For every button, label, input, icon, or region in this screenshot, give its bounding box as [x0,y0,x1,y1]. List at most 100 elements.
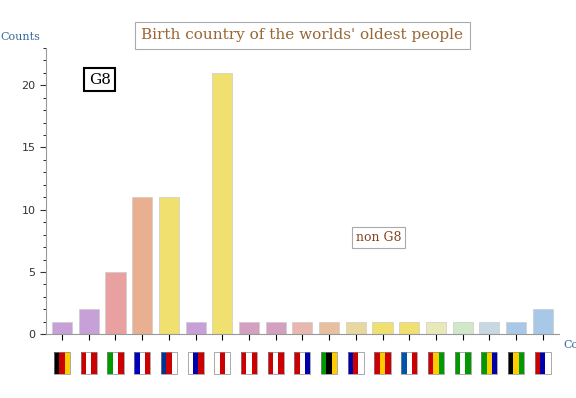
Bar [54,352,70,374]
Bar [161,352,177,374]
Bar [373,322,392,334]
Bar [105,272,126,334]
Bar [108,352,123,374]
Bar [185,322,206,334]
Title: Birth country of the worlds' oldest people: Birth country of the worlds' oldest peop… [141,28,464,43]
Bar [433,352,438,374]
Bar [188,352,193,374]
Bar [540,352,545,374]
Bar [385,352,391,374]
Bar [118,352,123,374]
Bar [508,352,524,374]
Text: Country: Country [564,340,576,350]
Bar [54,352,59,374]
Bar [92,352,97,374]
Bar [348,352,364,374]
Bar [278,352,284,374]
Bar [252,352,257,374]
Bar [134,352,150,374]
Bar [482,352,497,374]
Bar [193,352,198,374]
Bar [172,352,177,374]
Bar [407,352,412,374]
Bar [380,352,385,374]
Bar [346,322,366,334]
Bar [65,352,70,374]
Bar [454,352,471,374]
Bar [374,352,391,374]
Bar [332,352,337,374]
Bar [145,352,150,374]
Bar [454,352,460,374]
Bar [198,352,203,374]
Text: Counts: Counts [0,32,40,42]
Bar [247,352,252,374]
Text: G8: G8 [89,73,111,87]
Bar [465,352,471,374]
Bar [305,352,310,374]
Bar [533,309,553,334]
Bar [399,322,419,334]
Bar [266,322,286,334]
Bar [134,352,139,374]
Bar [219,352,225,374]
Bar [273,352,278,374]
Bar [412,352,417,374]
Bar [487,352,492,374]
Bar [513,352,518,374]
Bar [132,197,152,334]
Bar [438,352,444,374]
Bar [81,352,97,374]
Bar [241,352,247,374]
Bar [239,322,259,334]
Bar [214,352,230,374]
Bar [108,352,113,374]
Bar [59,352,65,374]
Bar [426,322,446,334]
Bar [300,352,305,374]
Bar [428,352,433,374]
Bar [401,352,407,374]
Bar [225,352,230,374]
Bar [535,352,540,374]
Text: non G8: non G8 [356,231,401,244]
Bar [321,352,327,374]
Bar [327,352,332,374]
Bar [545,352,551,374]
Bar [506,322,526,334]
Bar [401,352,417,374]
Bar [113,352,118,374]
Bar [492,352,497,374]
Bar [428,352,444,374]
Bar [453,322,473,334]
Bar [535,352,551,374]
Bar [213,73,232,334]
Bar [482,352,487,374]
Bar [166,352,172,374]
Bar [358,352,364,374]
Bar [348,352,353,374]
Bar [460,352,465,374]
Bar [479,322,499,334]
Bar [161,352,166,374]
Bar [319,322,339,334]
Bar [268,352,284,374]
Bar [374,352,380,374]
Bar [241,352,257,374]
Bar [86,352,92,374]
Bar [159,197,179,334]
Bar [268,352,273,374]
Bar [139,352,145,374]
Bar [353,352,358,374]
Bar [214,352,219,374]
Bar [321,352,337,374]
Bar [508,352,513,374]
Bar [293,322,312,334]
Bar [294,352,300,374]
Bar [518,352,524,374]
Bar [188,352,203,374]
Bar [81,352,86,374]
Bar [79,309,99,334]
Bar [52,322,72,334]
Bar [294,352,310,374]
